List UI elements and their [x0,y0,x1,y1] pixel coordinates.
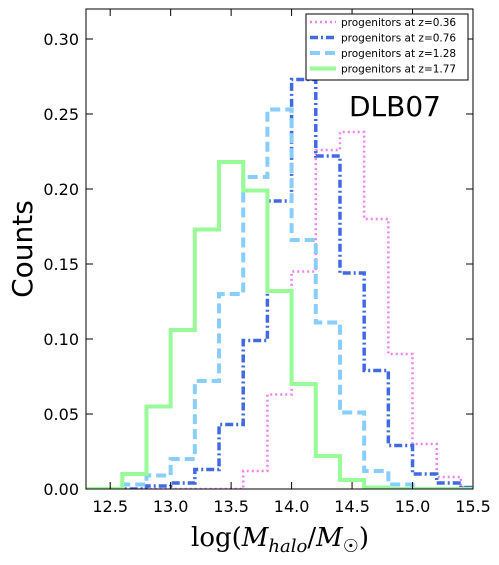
x-tick-label: 15.0 [395,497,431,516]
legend-label-3: progenitors at z=1.28 [341,48,456,60]
x-tick-label: 14.5 [334,497,370,516]
x-tick-label: 13.0 [153,497,189,516]
plot-frame [85,8,474,490]
y-tick-label: 0.30 [43,30,79,49]
y-axis-title: Counts [6,200,39,298]
annotation-dlb07: DLB07 [349,90,441,123]
legend: progenitors at z=0.36 progenitors at z=0.… [305,13,469,81]
y-tick-label: 0.10 [43,330,79,349]
x-tick-label: 13.5 [213,497,249,516]
x-tick-label: 15.5 [455,497,491,516]
legend-label-4: progenitors at z=1.77 [341,64,456,76]
series-4-steps [86,160,473,489]
y-tick-label: 0.15 [43,255,79,274]
ticks-layer: 12.5 13.0 13.5 14.0 14.5 15.0 15.5 0.00 0.05 0.10… [43,9,491,516]
legend-label-1: progenitors at z=0.36 [341,17,456,29]
y-tick-label: 0.05 [43,405,79,424]
series-3-steps [86,107,473,489]
legend-label-2: progenitors at z=0.76 [341,33,456,45]
series-layer [86,77,473,489]
series-1-steps [86,130,473,489]
x-tick-label: 14.0 [274,497,310,516]
y-tick-label: 0.25 [43,105,79,124]
x-axis-title: log(Mhalo/M☉) [191,523,369,557]
y-tick-label: 0.00 [43,480,79,499]
y-tick-label: 0.20 [43,180,79,199]
x-tick-label: 12.5 [92,497,128,516]
